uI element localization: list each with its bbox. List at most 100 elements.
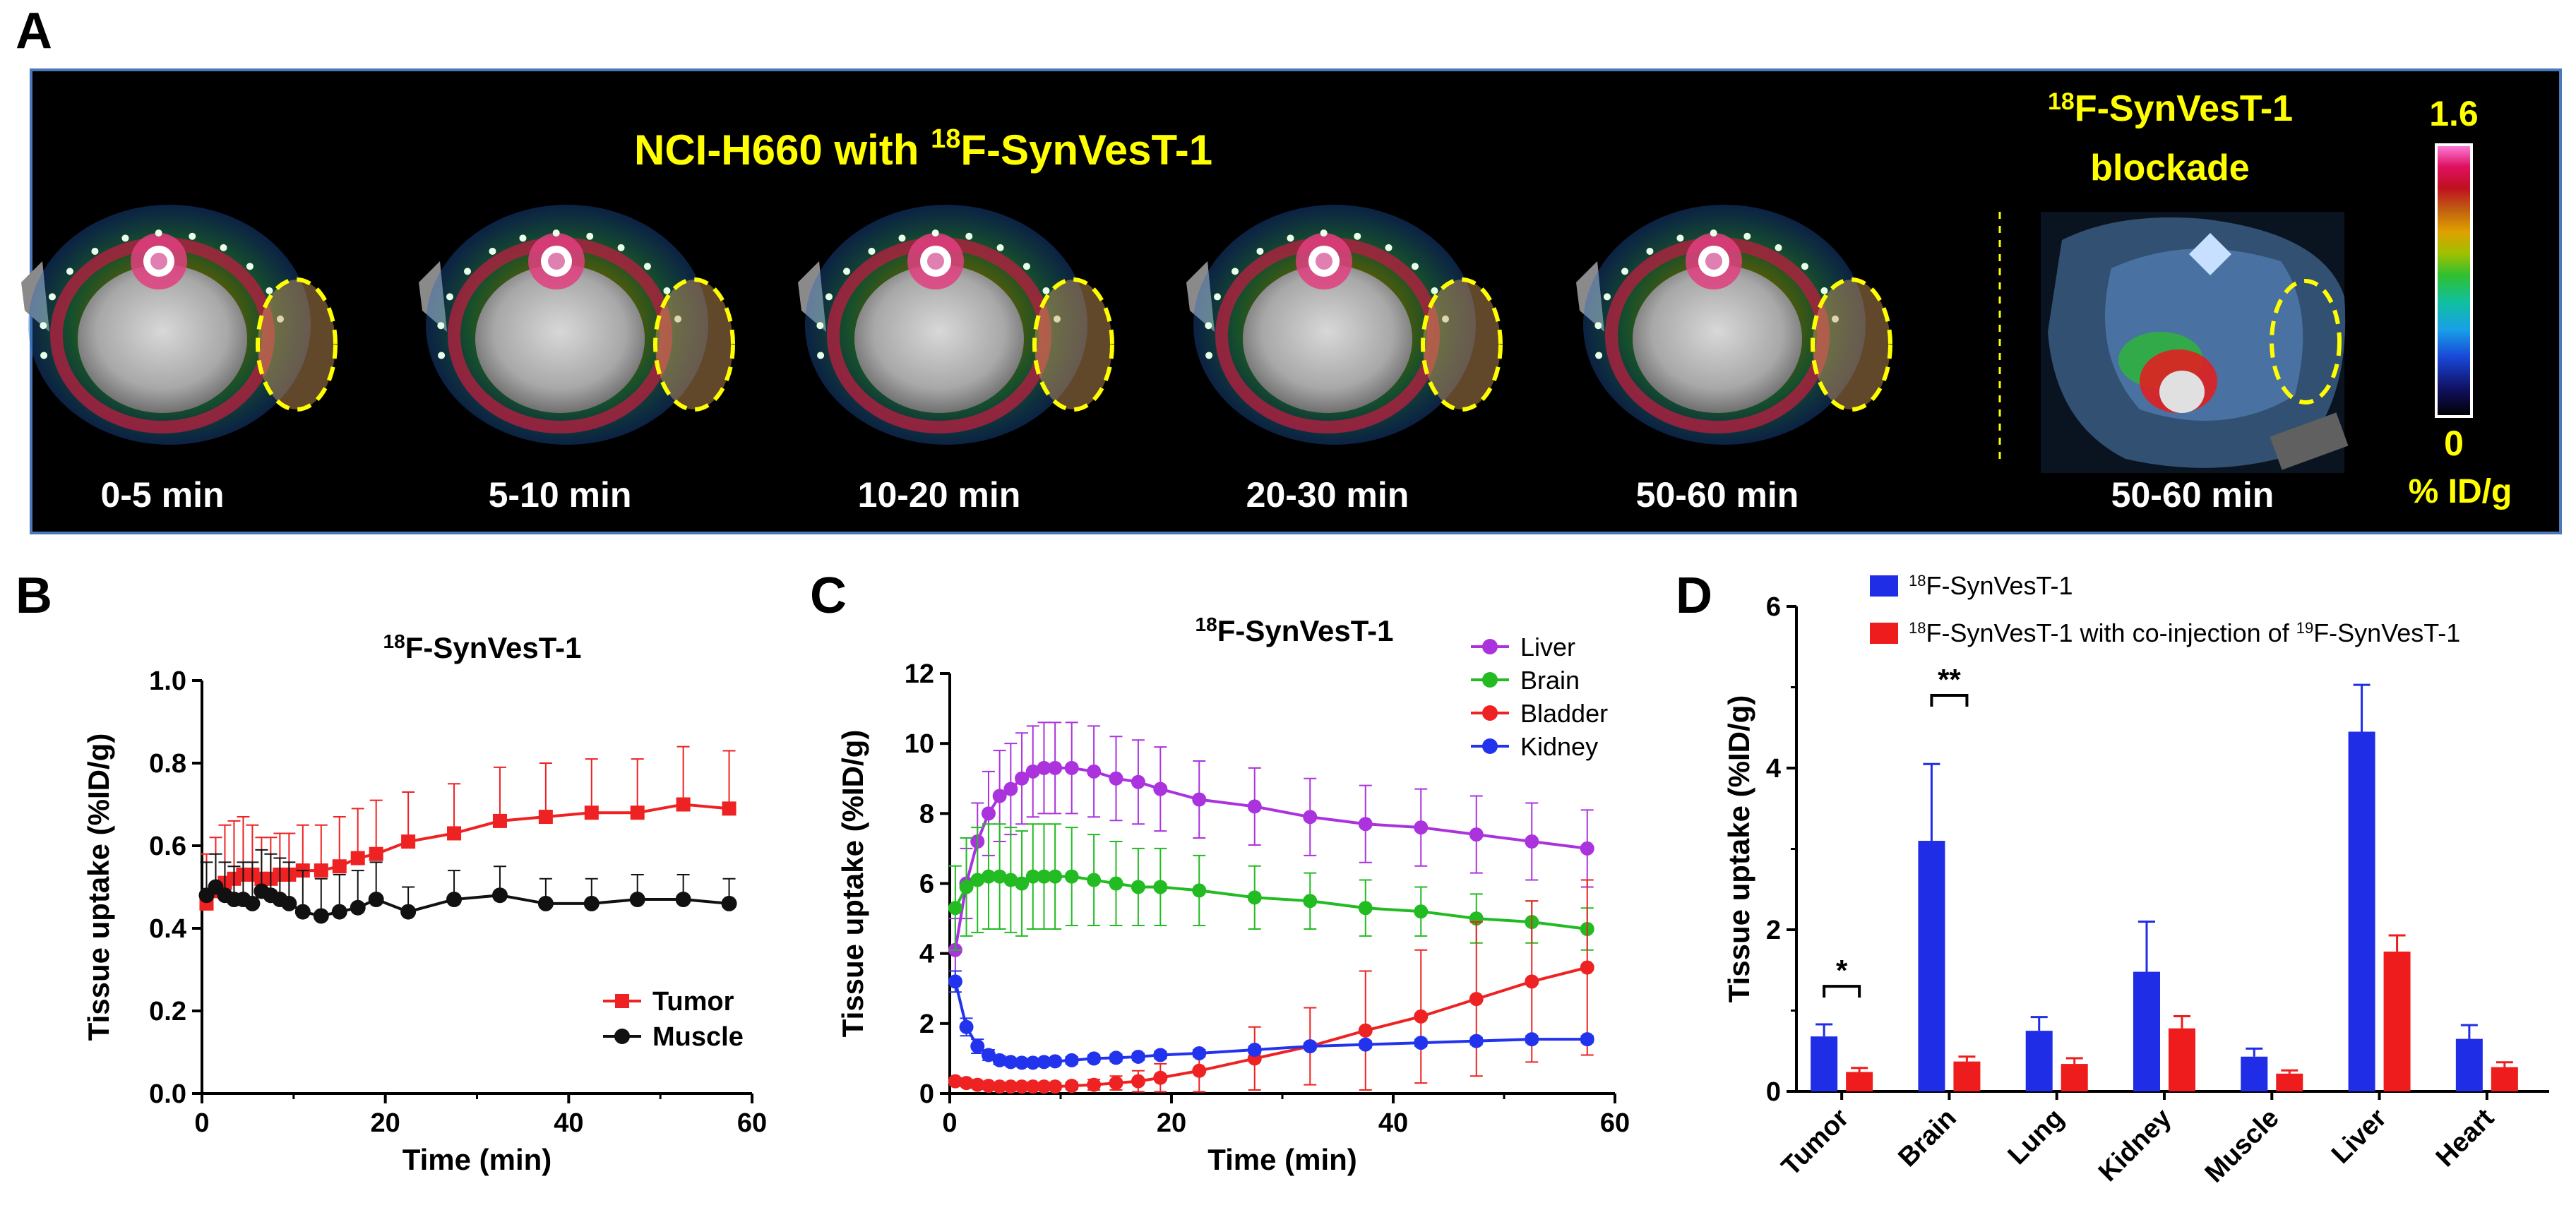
data-point <box>1037 1055 1051 1070</box>
series-bladder <box>948 879 1594 1094</box>
scale-min-label: 0 <box>2444 424 2464 463</box>
data-point <box>1015 771 1030 786</box>
data-point <box>1469 1034 1484 1048</box>
x-axis-title: Time (min) <box>402 1143 552 1176</box>
legend-marker <box>615 994 629 1008</box>
data-point <box>1303 894 1318 909</box>
bar-brain-s1 <box>1918 841 1945 1091</box>
y-tick-label: 8 <box>919 799 934 829</box>
data-point <box>1469 992 1484 1007</box>
data-point <box>1192 1063 1207 1078</box>
data-point <box>1087 1051 1102 1066</box>
data-point <box>1037 1079 1051 1094</box>
tumor-roi <box>1811 277 1892 412</box>
x-tick-label: Kidney <box>2093 1103 2177 1187</box>
y-tick-label: 6 <box>1766 592 1781 622</box>
data-point <box>1087 1077 1102 1092</box>
series-kidney <box>948 970 1594 1070</box>
frame-label: 0-5 min <box>100 475 224 515</box>
tumor-roi <box>256 277 338 412</box>
data-point <box>1358 1023 1373 1038</box>
bar-liver-s2 <box>2383 951 2411 1091</box>
data-point <box>1048 869 1063 884</box>
bar-muscle-s2 <box>2276 1073 2303 1091</box>
data-point <box>1580 1032 1594 1047</box>
data-point <box>1015 1079 1030 1094</box>
legend-tumor: Tumor <box>603 987 734 1017</box>
data-point <box>959 880 974 894</box>
legend-marker <box>1482 639 1498 654</box>
data-point <box>1153 1048 1168 1062</box>
data-point <box>538 810 553 825</box>
data-point <box>948 974 962 989</box>
legend-kidney: Kidney <box>1471 732 1598 761</box>
x-tick-label: 40 <box>1378 1108 1408 1138</box>
x-tick-label: Muscle <box>2200 1103 2285 1189</box>
data-point <box>676 797 691 812</box>
blockade-title-line1: 18F-SynVesT-1 <box>2048 88 2293 129</box>
bar-liver-s1 <box>2348 731 2375 1091</box>
legend-label: Brain <box>1520 666 1580 695</box>
data-point <box>1003 1055 1018 1070</box>
data-point <box>721 895 737 911</box>
data-point <box>970 1039 985 1054</box>
data-point <box>1025 1079 1040 1094</box>
x-tick-label: 0 <box>194 1108 209 1138</box>
y-tick-label: 10 <box>905 729 934 759</box>
series-line <box>205 803 729 905</box>
x-tick-label: 40 <box>554 1108 583 1138</box>
legend-label: Liver <box>1520 633 1575 661</box>
data-point <box>722 801 737 816</box>
data-point <box>244 895 261 911</box>
data-point <box>1247 890 1262 905</box>
data-point <box>1153 880 1168 894</box>
x-axis-title: Time (min) <box>1208 1143 1357 1176</box>
scale-max-label: 1.6 <box>2429 94 2479 133</box>
data-point <box>583 895 600 911</box>
y-tick-label: 4 <box>1766 754 1781 784</box>
data-point <box>537 895 554 911</box>
color-scale-bar <box>2435 143 2473 418</box>
y-tick-label: 2 <box>1766 916 1781 945</box>
data-point <box>1192 1046 1207 1060</box>
x-tick-label: 60 <box>1600 1108 1630 1138</box>
data-point <box>1131 880 1145 894</box>
data-point <box>331 904 347 920</box>
y-tick-label: 0.0 <box>149 1079 186 1109</box>
data-point <box>992 869 1007 884</box>
y-tick-label: 1.0 <box>149 666 186 696</box>
legend-marker <box>1482 738 1498 754</box>
bar-tumor-s1 <box>1811 1036 1838 1091</box>
legend-label: 18F-SynVesT-1 with co-injection of 19F-S… <box>1909 618 2460 647</box>
x-tick-label: Tumor <box>1776 1103 1854 1182</box>
x-tick-label: Brain <box>1892 1103 1962 1173</box>
data-point <box>1525 834 1539 849</box>
bar-brain-s2 <box>1953 1061 1981 1091</box>
series-line <box>955 966 1588 1089</box>
chart-title: 18F-SynVesT-1 <box>383 630 582 664</box>
legend-label: Muscle <box>652 1022 744 1052</box>
data-point <box>350 899 366 916</box>
tumor-roi <box>1421 277 1503 412</box>
y-axis-title: Tissue uptake (%ID/g) <box>836 730 869 1038</box>
x-tick-label: Heart <box>2431 1103 2500 1173</box>
frame-label: 10-20 min <box>858 475 1021 515</box>
x-tick-label: 60 <box>737 1108 767 1138</box>
tumor-roi <box>1032 277 1114 412</box>
legend-swatch <box>1870 623 1898 644</box>
data-point <box>294 904 311 920</box>
y-tick-label: 0 <box>919 1079 934 1109</box>
data-point <box>1003 1079 1018 1094</box>
y-tick-label: 0.2 <box>149 997 186 1026</box>
data-point <box>1003 873 1018 887</box>
data-point <box>1580 960 1594 975</box>
series-line <box>954 875 1588 930</box>
data-point <box>281 895 297 911</box>
data-point <box>970 873 985 887</box>
y-tick-label: 2 <box>919 1010 934 1039</box>
data-point <box>1525 1032 1539 1047</box>
legend-swatch <box>1870 575 1898 597</box>
y-axis-title: Tissue uptake (%ID/g) <box>1722 695 1755 1003</box>
y-tick-label: 0.8 <box>149 749 186 779</box>
